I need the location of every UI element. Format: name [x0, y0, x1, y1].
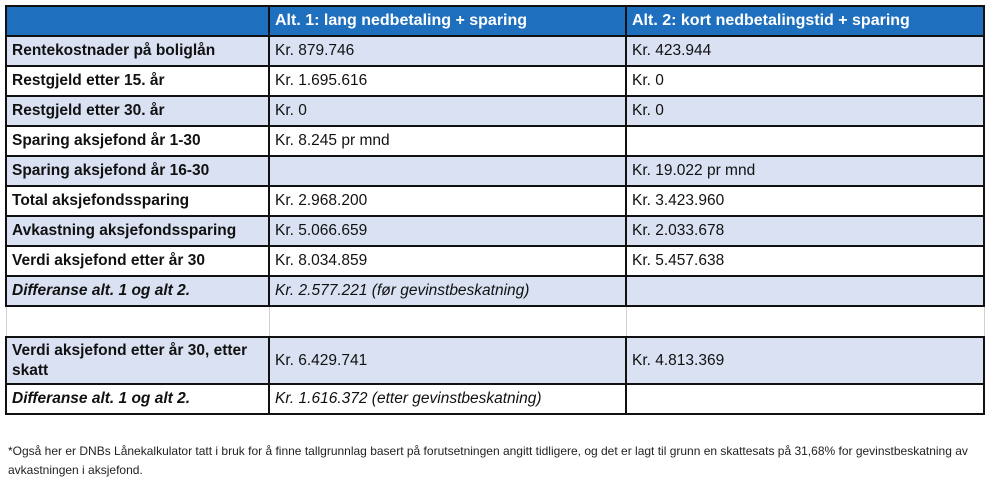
table-row: Restgjeld etter 15. år Kr. 1.695.616 Kr.…: [5, 65, 985, 97]
alt1-value: Kr. 8.034.859: [268, 245, 627, 277]
spacer-cell: [5, 305, 270, 338]
alt2-value: Kr. 423.944: [625, 35, 985, 67]
row-label: Differanse alt. 1 og alt 2.: [5, 383, 270, 415]
alt2-value: Kr. 5.457.638: [625, 245, 985, 277]
comparison-table: Alt. 1: lang nedbetaling + sparing Alt. …: [5, 5, 985, 415]
alt2-value: Kr. 2.033.678: [625, 215, 985, 247]
row-label: Verdi aksjefond etter år 30: [5, 245, 270, 277]
alt1-value: Kr. 0: [268, 95, 627, 127]
alt1-value: Kr. 2.968.200: [268, 185, 627, 217]
alt1-value: Kr. 1.616.372 (etter gevinstbeskatning): [268, 383, 627, 415]
table-row: Restgjeld etter 30. år Kr. 0 Kr. 0: [5, 95, 985, 127]
alt1-value: [268, 155, 627, 187]
table-row: Verdi aksjefond etter år 30 Kr. 8.034.85…: [5, 245, 985, 277]
alt2-value: Kr. 3.423.960: [625, 185, 985, 217]
footnote: *Også her er DNBs Lånekalkulator tatt i …: [8, 444, 968, 477]
alt2-value: [625, 275, 985, 307]
row-label: Rentekostnader på boliglån: [5, 35, 270, 67]
spacer-cell: [268, 305, 627, 338]
table-row: Differanse alt. 1 og alt 2. Kr. 2.577.22…: [5, 275, 985, 307]
row-label: Total aksjefondssparing: [5, 185, 270, 217]
row-label: Sparing aksjefond år 1-30: [5, 125, 270, 157]
table-row: Rentekostnader på boliglån Kr. 879.746 K…: [5, 35, 985, 67]
table-row: Verdi aksjefond etter år 30, etter skatt…: [5, 336, 985, 385]
alt1-value: Kr. 5.066.659: [268, 215, 627, 247]
header-alt2: Alt. 2: kort nedbetalingstid + sparing: [625, 5, 985, 37]
table-row: Avkastning aksjefondssparing Kr. 5.066.6…: [5, 215, 985, 247]
alt1-value: Kr. 6.429.741: [268, 336, 627, 385]
alt2-value: [625, 383, 985, 415]
row-label: Differanse alt. 1 og alt 2.: [5, 275, 270, 307]
row-label: Restgjeld etter 15. år: [5, 65, 270, 97]
header-alt1: Alt. 1: lang nedbetaling + sparing: [268, 5, 627, 37]
alt1-value: Kr. 8.245 pr mnd: [268, 125, 627, 157]
header-row: Alt. 1: lang nedbetaling + sparing Alt. …: [5, 5, 985, 37]
spacer-cell: [625, 305, 985, 338]
row-label: Avkastning aksjefondssparing: [5, 215, 270, 247]
alt2-value: Kr. 0: [625, 95, 985, 127]
table-row: Sparing aksjefond år 16-30 Kr. 19.022 pr…: [5, 155, 985, 187]
table-row: Total aksjefondssparing Kr. 2.968.200 Kr…: [5, 185, 985, 217]
alt2-value: Kr. 19.022 pr mnd: [625, 155, 985, 187]
alt1-value: Kr. 1.695.616: [268, 65, 627, 97]
alt1-value: Kr. 2.577.221 (før gevinstbeskatning): [268, 275, 627, 307]
row-label: Restgjeld etter 30. år: [5, 95, 270, 127]
alt1-value: Kr. 879.746: [268, 35, 627, 67]
table-row: Sparing aksjefond år 1-30 Kr. 8.245 pr m…: [5, 125, 985, 157]
row-label: Sparing aksjefond år 16-30: [5, 155, 270, 187]
spacer-row: [5, 305, 985, 338]
alt2-value: Kr. 0: [625, 65, 985, 97]
alt2-value: Kr. 4.813.369: [625, 336, 985, 385]
header-empty: [5, 5, 270, 37]
alt2-value: [625, 125, 985, 157]
row-label: Verdi aksjefond etter år 30, etter skatt: [5, 336, 270, 385]
table-row: Differanse alt. 1 og alt 2. Kr. 1.616.37…: [5, 383, 985, 415]
